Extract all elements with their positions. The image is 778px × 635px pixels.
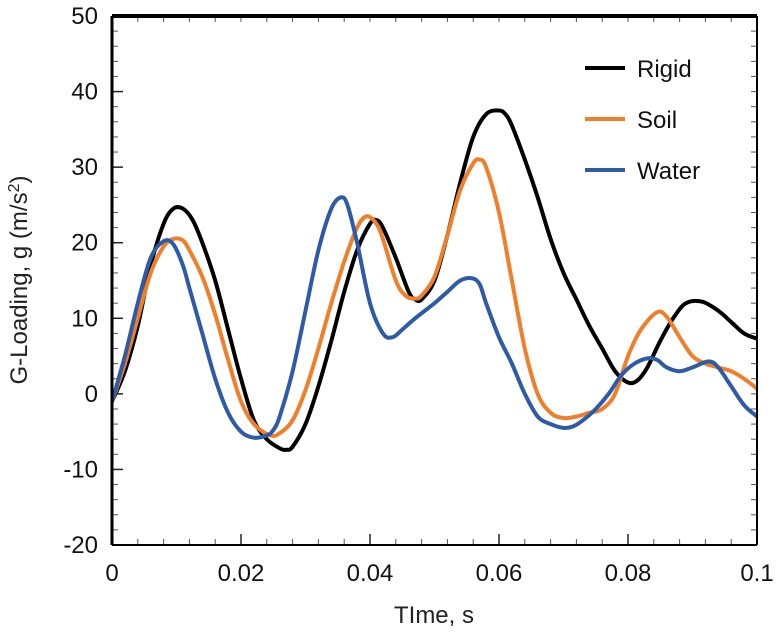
x-tick-label: 0.02 bbox=[218, 560, 265, 587]
y-tick-label: -20 bbox=[63, 532, 98, 559]
x-tick-label: 0 bbox=[105, 560, 118, 587]
x-tick-label: 0.08 bbox=[605, 560, 652, 587]
y-axis-title-main: G-Loading, g (m/s bbox=[6, 192, 33, 384]
series-line-water bbox=[112, 195, 757, 440]
plot-frame bbox=[110, 14, 758, 546]
y-tick-label: 30 bbox=[71, 154, 98, 181]
x-tick-label: 0.04 bbox=[347, 560, 394, 587]
y-axis-title: G-Loading, g (m/s2) bbox=[6, 176, 34, 385]
series-line-soil bbox=[112, 157, 757, 439]
y-tick-label: 20 bbox=[71, 230, 98, 257]
x-tick-label: 0.1 bbox=[740, 560, 773, 587]
x-axis-title: TIme, s bbox=[394, 602, 474, 629]
y-tick-label: -10 bbox=[63, 456, 98, 483]
y-tick-label: 10 bbox=[71, 305, 98, 332]
series-lines bbox=[112, 108, 757, 452]
legend-label-water: Water bbox=[637, 158, 700, 185]
y-axis-title-close: ) bbox=[6, 176, 33, 184]
legend-label-soil: Soil bbox=[637, 107, 677, 134]
y-tick-label: 50 bbox=[71, 3, 98, 30]
y-tick-labels: -20 -10 0 10 20 30 40 50 bbox=[63, 3, 98, 559]
x-tick-label: 0.06 bbox=[476, 560, 523, 587]
y-tick-label: 0 bbox=[85, 381, 98, 408]
legend: Rigid Soil Water bbox=[585, 56, 700, 185]
series-line-rigid bbox=[112, 108, 757, 452]
x-tick-labels: 0 0.02 0.04 0.06 0.08 0.1 bbox=[105, 560, 773, 587]
y-axis-title-sup: 2 bbox=[6, 183, 23, 192]
y-tick-label: 40 bbox=[71, 79, 98, 106]
legend-label-rigid: Rigid bbox=[637, 56, 692, 83]
